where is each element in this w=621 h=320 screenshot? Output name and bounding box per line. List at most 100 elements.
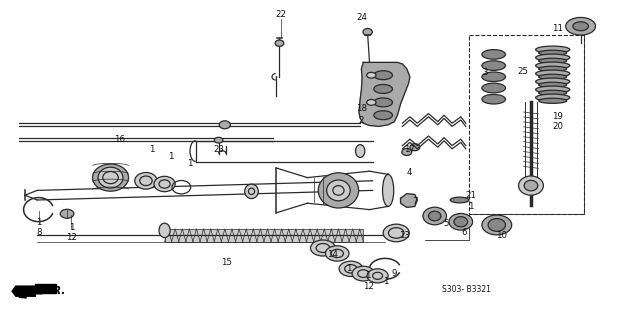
Text: 11: 11 <box>552 24 563 33</box>
Ellipse shape <box>374 71 392 80</box>
Ellipse shape <box>519 176 543 195</box>
Text: 8: 8 <box>37 228 42 237</box>
Ellipse shape <box>245 184 258 198</box>
Ellipse shape <box>214 137 223 143</box>
Text: 14: 14 <box>327 250 338 259</box>
Ellipse shape <box>352 266 374 281</box>
Text: 19: 19 <box>552 112 563 121</box>
Text: 21: 21 <box>465 191 476 200</box>
Ellipse shape <box>366 100 376 105</box>
Text: S303- B3321: S303- B3321 <box>442 285 491 294</box>
Ellipse shape <box>339 261 363 276</box>
Ellipse shape <box>366 72 376 78</box>
Ellipse shape <box>423 207 446 225</box>
Ellipse shape <box>536 94 570 101</box>
Text: 9: 9 <box>392 269 397 278</box>
Ellipse shape <box>327 180 350 201</box>
Ellipse shape <box>566 18 596 35</box>
Ellipse shape <box>154 176 175 192</box>
Ellipse shape <box>402 148 412 156</box>
Ellipse shape <box>482 50 505 59</box>
Text: 1: 1 <box>37 218 42 227</box>
Text: 6: 6 <box>462 228 467 237</box>
Ellipse shape <box>482 83 505 93</box>
Text: 1: 1 <box>69 223 74 232</box>
Text: 1: 1 <box>187 159 192 168</box>
Ellipse shape <box>539 66 567 71</box>
Text: 5: 5 <box>443 219 448 228</box>
Text: 1: 1 <box>366 271 371 280</box>
Text: 12: 12 <box>66 233 77 242</box>
Ellipse shape <box>93 164 129 191</box>
Ellipse shape <box>135 172 157 189</box>
Ellipse shape <box>219 121 230 129</box>
Ellipse shape <box>573 22 589 31</box>
Ellipse shape <box>539 82 567 87</box>
Text: 1: 1 <box>468 202 473 211</box>
Bar <box>165 229 363 242</box>
Ellipse shape <box>536 86 570 93</box>
Ellipse shape <box>536 78 570 85</box>
Text: 2: 2 <box>359 116 364 125</box>
Ellipse shape <box>275 40 284 46</box>
Text: 16: 16 <box>114 135 125 144</box>
Text: 7: 7 <box>412 197 417 206</box>
Ellipse shape <box>482 215 512 235</box>
Ellipse shape <box>482 94 505 104</box>
Text: 1: 1 <box>347 264 351 273</box>
Text: 23: 23 <box>213 145 224 154</box>
Ellipse shape <box>60 209 74 218</box>
Ellipse shape <box>159 223 170 237</box>
Ellipse shape <box>374 111 392 120</box>
Ellipse shape <box>374 84 392 93</box>
Ellipse shape <box>536 54 570 61</box>
Text: 20: 20 <box>552 122 563 131</box>
Ellipse shape <box>536 70 570 77</box>
Ellipse shape <box>383 174 394 206</box>
Text: 10: 10 <box>496 231 507 240</box>
Ellipse shape <box>410 144 420 151</box>
Ellipse shape <box>539 50 567 55</box>
Ellipse shape <box>367 269 388 283</box>
Text: 22: 22 <box>275 10 286 19</box>
Ellipse shape <box>539 58 567 63</box>
Bar <box>469 35 584 214</box>
Ellipse shape <box>539 74 567 79</box>
Text: 3: 3 <box>483 68 488 76</box>
Text: 15: 15 <box>221 258 232 267</box>
Text: 17: 17 <box>404 145 415 154</box>
Ellipse shape <box>539 98 567 103</box>
Polygon shape <box>359 62 410 126</box>
Ellipse shape <box>482 61 505 70</box>
Text: 1: 1 <box>150 145 155 154</box>
Ellipse shape <box>488 219 505 231</box>
Ellipse shape <box>310 240 335 256</box>
Polygon shape <box>11 285 42 297</box>
Text: 1: 1 <box>168 152 173 161</box>
Ellipse shape <box>536 46 570 53</box>
Ellipse shape <box>482 72 505 82</box>
Ellipse shape <box>319 173 359 208</box>
Ellipse shape <box>428 211 441 221</box>
Ellipse shape <box>374 98 392 107</box>
Ellipse shape <box>524 180 538 191</box>
Ellipse shape <box>355 145 365 157</box>
Text: 12: 12 <box>363 282 374 291</box>
Ellipse shape <box>449 213 473 230</box>
Text: 13: 13 <box>399 231 410 240</box>
Ellipse shape <box>325 246 349 261</box>
Text: 4: 4 <box>407 168 412 177</box>
Text: 1: 1 <box>384 277 389 286</box>
Ellipse shape <box>536 62 570 69</box>
Ellipse shape <box>539 90 567 95</box>
Ellipse shape <box>98 167 123 188</box>
Polygon shape <box>401 194 417 207</box>
Ellipse shape <box>454 217 468 227</box>
Text: 25: 25 <box>517 67 528 76</box>
Text: FR.: FR. <box>47 286 66 296</box>
Ellipse shape <box>363 28 373 36</box>
Polygon shape <box>35 284 56 293</box>
Text: 18: 18 <box>356 104 367 113</box>
Text: 24: 24 <box>356 13 367 22</box>
Ellipse shape <box>383 224 409 242</box>
